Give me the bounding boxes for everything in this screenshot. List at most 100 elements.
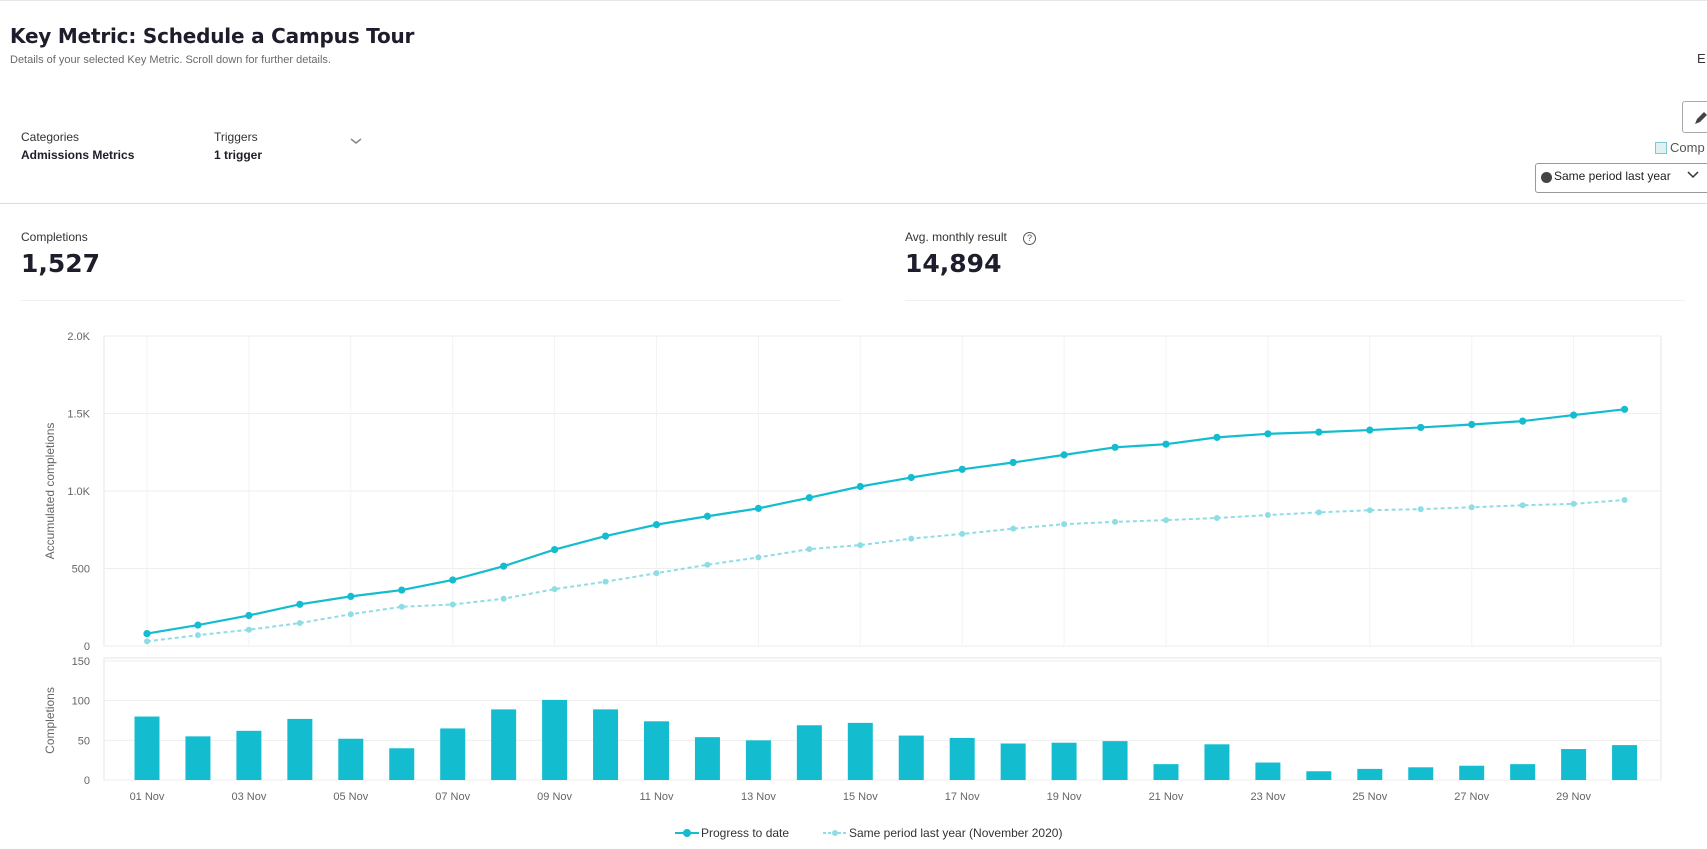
data-point: [1009, 458, 1017, 467]
triggers-value: 1 trigger: [214, 148, 263, 162]
data-point: [1061, 521, 1068, 528]
data-point: [1315, 428, 1323, 436]
series-line: [146, 408, 1625, 635]
x-tick-label: 25 Nov: [1352, 791, 1387, 803]
categories-label: Categories: [21, 130, 80, 144]
x-tick-label: 09 Nov: [537, 791, 572, 803]
x-tick-label: 05 Nov: [333, 791, 368, 803]
data-point: [958, 465, 966, 473]
bar: [694, 737, 720, 780]
data-point: [296, 600, 304, 608]
data-point: [1162, 440, 1170, 448]
data-point: [551, 586, 558, 593]
bar: [440, 728, 466, 780]
y-tick-label: 500: [72, 564, 90, 576]
y-axis-title: Accumulated completions: [43, 423, 57, 560]
bar: [1459, 765, 1485, 780]
truncated-header-button[interactable]: E: [1697, 51, 1706, 66]
bar: [389, 748, 415, 780]
pencil-icon: [1695, 112, 1707, 124]
data-point: [1417, 506, 1424, 513]
data-point: [703, 512, 712, 520]
data-point: [1519, 502, 1526, 509]
data-point: [805, 494, 813, 502]
data-point: [143, 630, 151, 638]
data-point: [704, 561, 711, 568]
period-select[interactable]: [1535, 163, 1707, 193]
compare-checkbox[interactable]: [1655, 142, 1667, 154]
triggers-label: Triggers: [214, 130, 258, 144]
data-point: [1570, 411, 1578, 419]
chevron-down-icon: [350, 138, 362, 144]
y-tick-label: 150: [72, 656, 90, 668]
data-point: [602, 578, 609, 585]
data-point: [1112, 518, 1119, 525]
bar: [1204, 744, 1230, 780]
x-tick-label: 21 Nov: [1149, 791, 1184, 803]
data-point: [1570, 500, 1577, 507]
bar: [338, 738, 364, 780]
bar: [644, 721, 669, 780]
legend-marker-icon: [823, 830, 847, 836]
data-point: [959, 530, 966, 537]
expand-triggers-button[interactable]: [345, 133, 367, 151]
data-point: [652, 521, 661, 529]
bar: [796, 725, 822, 780]
data-point: [653, 570, 660, 577]
y-tick-label: 0: [84, 775, 90, 787]
completions-value: 1,527: [21, 249, 101, 278]
bar: [1102, 741, 1128, 780]
data-point: [500, 562, 508, 570]
bar: [1255, 762, 1281, 780]
data-point: [1264, 430, 1272, 438]
bar: [1051, 742, 1077, 780]
data-point: [500, 595, 507, 602]
page-subtitle: Details of your selected Key Metric. Scr…: [10, 54, 331, 66]
compare-label: Comp: [1670, 140, 1705, 155]
clock-icon: [1541, 172, 1552, 183]
legend-label: Same period last year (November 2020): [849, 826, 1063, 840]
legend-marker-icon: [675, 829, 699, 837]
section-divider: [0, 203, 1707, 204]
data-point: [754, 504, 763, 512]
data-point: [857, 542, 864, 549]
data-point: [1213, 514, 1220, 521]
data-point: [1111, 443, 1119, 451]
stat-underline: [905, 300, 1685, 301]
data-point: [1366, 507, 1373, 514]
bar: [1000, 743, 1026, 780]
data-point: [194, 632, 201, 639]
data-point: [1620, 405, 1629, 413]
data-point: [551, 545, 559, 554]
x-tick-label: 03 Nov: [231, 791, 266, 803]
data-point: [245, 611, 253, 620]
y-tick-label: 2.0K: [67, 331, 90, 343]
series-line: [146, 498, 1625, 643]
data-point: [1621, 496, 1628, 503]
avg-monthly-label: Avg. monthly result: [905, 230, 1007, 244]
y-tick-label: 50: [78, 735, 90, 747]
help-circle-icon[interactable]: ?: [1023, 232, 1036, 245]
bar: [898, 735, 924, 780]
bar: [1306, 771, 1332, 780]
data-point: [1163, 517, 1169, 524]
edit-button[interactable]: [1682, 101, 1707, 133]
data-point: [1213, 433, 1221, 441]
stat-underline: [21, 300, 841, 301]
x-tick-label: 01 Nov: [130, 791, 165, 803]
data-point: [449, 601, 456, 608]
data-point: [296, 620, 303, 627]
bar: [185, 736, 211, 780]
x-tick-label: 07 Nov: [435, 791, 470, 803]
bar: [542, 699, 568, 780]
data-point: [856, 482, 864, 491]
data-point: [908, 535, 915, 542]
x-tick-label: 19 Nov: [1047, 791, 1082, 803]
data-point: [1264, 512, 1271, 519]
avg-monthly-value: 14,894: [905, 249, 1002, 278]
x-tick-label: 15 Nov: [843, 791, 878, 803]
x-tick-label: 17 Nov: [945, 791, 980, 803]
data-point: [1366, 426, 1374, 434]
data-point: [398, 586, 406, 594]
